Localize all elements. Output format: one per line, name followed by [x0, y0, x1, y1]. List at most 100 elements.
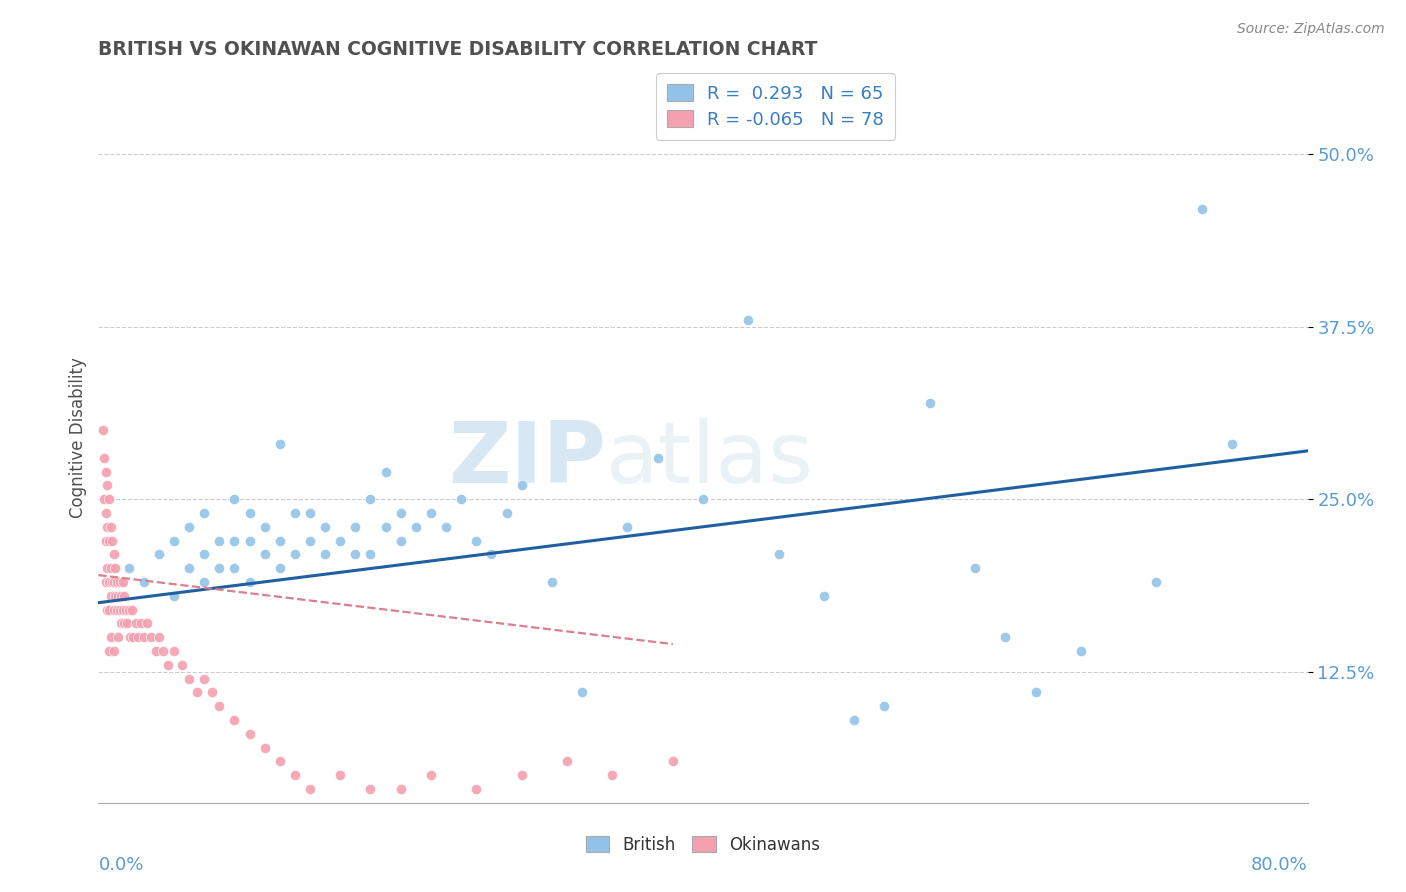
- Point: [98, 533, 121, 548]
- Point: [105, 602, 128, 616]
- Point: [98, 644, 121, 658]
- Point: [269, 437, 291, 451]
- Point: [100, 630, 122, 644]
- Point: [360, 492, 382, 507]
- Point: [465, 533, 488, 548]
- Point: [389, 782, 412, 797]
- Point: [616, 520, 638, 534]
- Point: [737, 312, 759, 326]
- Point: [114, 602, 136, 616]
- Point: [193, 672, 215, 686]
- Point: [108, 602, 131, 616]
- Point: [495, 506, 517, 520]
- Point: [269, 561, 291, 575]
- Point: [103, 644, 125, 658]
- Point: [115, 616, 138, 631]
- Point: [101, 574, 124, 589]
- Point: [179, 561, 201, 575]
- Point: [299, 782, 322, 797]
- Point: [224, 533, 246, 548]
- Point: [148, 548, 170, 562]
- Point: [91, 423, 114, 437]
- Point: [103, 548, 125, 562]
- Point: [193, 574, 215, 589]
- Text: BRITISH VS OKINAWAN COGNITIVE DISABILITY CORRELATION CHART: BRITISH VS OKINAWAN COGNITIVE DISABILITY…: [98, 39, 818, 59]
- Point: [873, 699, 896, 714]
- Point: [239, 506, 262, 520]
- Point: [122, 630, 145, 644]
- Point: [96, 478, 118, 492]
- Point: [481, 548, 503, 562]
- Point: [540, 574, 562, 589]
- Point: [100, 589, 122, 603]
- Point: [994, 630, 1017, 644]
- Point: [360, 548, 382, 562]
- Point: [110, 589, 132, 603]
- Point: [94, 465, 117, 479]
- Text: 80.0%: 80.0%: [1251, 856, 1308, 874]
- Point: [193, 506, 215, 520]
- Point: [1144, 574, 1167, 589]
- Point: [389, 533, 412, 548]
- Point: [94, 506, 117, 520]
- Point: [170, 657, 193, 672]
- Point: [1024, 685, 1046, 699]
- Point: [510, 478, 533, 492]
- Point: [125, 616, 148, 631]
- Point: [96, 602, 118, 616]
- Point: [239, 727, 262, 741]
- Point: [141, 630, 163, 644]
- Point: [465, 782, 488, 797]
- Point: [120, 630, 142, 644]
- Point: [179, 520, 201, 534]
- Point: [208, 561, 231, 575]
- Point: [186, 685, 208, 699]
- Point: [555, 755, 578, 769]
- Point: [1220, 437, 1243, 451]
- Point: [344, 548, 367, 562]
- Point: [208, 699, 231, 714]
- Point: [163, 533, 186, 548]
- Text: 0.0%: 0.0%: [98, 856, 143, 874]
- Point: [299, 533, 322, 548]
- Point: [96, 561, 118, 575]
- Point: [179, 672, 201, 686]
- Point: [163, 589, 186, 603]
- Y-axis label: Cognitive Disability: Cognitive Disability: [69, 357, 87, 517]
- Point: [965, 561, 987, 575]
- Point: [405, 520, 427, 534]
- Point: [111, 574, 134, 589]
- Point: [420, 768, 443, 782]
- Point: [1070, 644, 1092, 658]
- Point: [389, 506, 412, 520]
- Point: [112, 616, 135, 631]
- Point: [110, 616, 132, 631]
- Point: [647, 450, 669, 465]
- Point: [692, 492, 714, 507]
- Point: [152, 644, 174, 658]
- Legend: British, Okinawans: British, Okinawans: [579, 829, 827, 860]
- Text: atlas: atlas: [606, 417, 814, 500]
- Point: [510, 768, 533, 782]
- Point: [329, 768, 352, 782]
- Point: [107, 589, 129, 603]
- Point: [253, 740, 276, 755]
- Point: [105, 574, 128, 589]
- Point: [111, 602, 134, 616]
- Point: [145, 644, 167, 658]
- Point: [344, 520, 367, 534]
- Point: [103, 602, 125, 616]
- Point: [284, 548, 307, 562]
- Point: [103, 574, 125, 589]
- Point: [201, 685, 224, 699]
- Point: [239, 533, 262, 548]
- Point: [768, 548, 790, 562]
- Point: [374, 520, 396, 534]
- Point: [129, 616, 152, 631]
- Point: [118, 602, 141, 616]
- Point: [100, 520, 122, 534]
- Point: [94, 533, 117, 548]
- Point: [112, 589, 135, 603]
- Point: [314, 520, 336, 534]
- Point: [156, 657, 179, 672]
